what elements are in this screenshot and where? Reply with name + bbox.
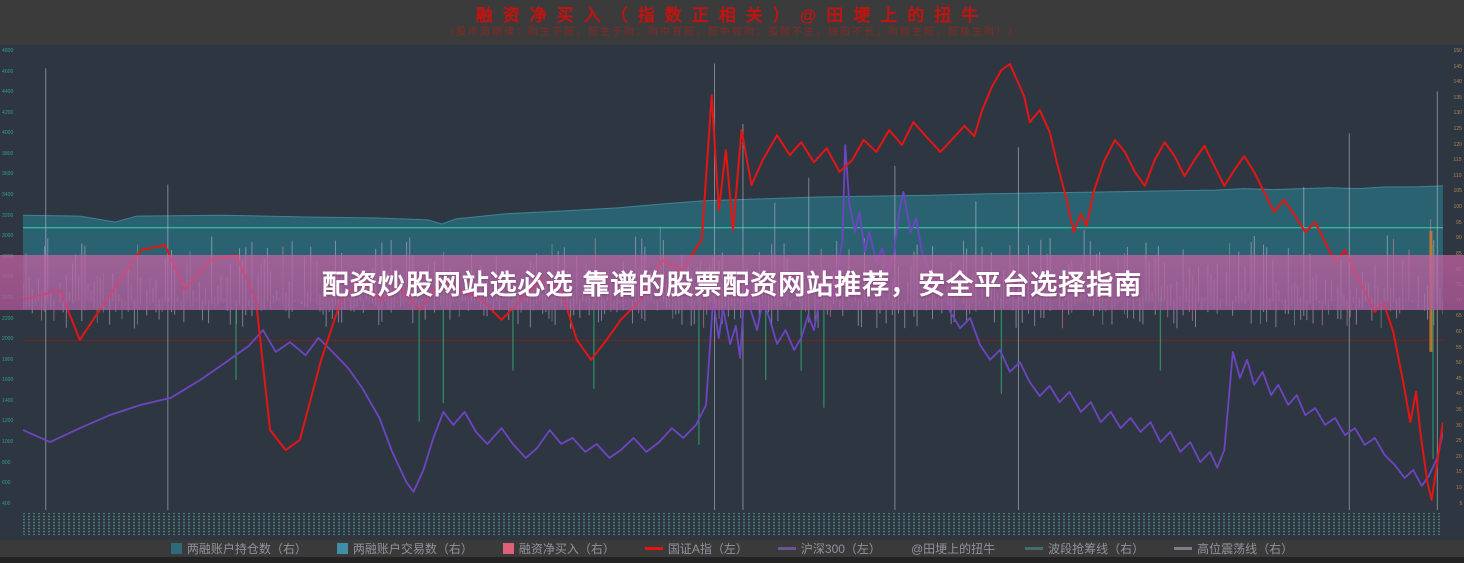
legend-swatch-icon xyxy=(502,543,514,554)
axis-tick-label: 150 xyxy=(1453,48,1462,54)
axis-tick-label: 25 xyxy=(1456,438,1462,444)
axis-tick-label: 20 xyxy=(1456,454,1462,460)
axis-tick-label: 2000 xyxy=(2,336,14,342)
axis-tick-label: 135 xyxy=(1453,95,1462,101)
legend-label: 沪深300（左） xyxy=(800,542,881,556)
axis-tick-label: 120 xyxy=(1453,142,1462,148)
axis-tick-label: 1400 xyxy=(2,398,14,404)
axis-tick-label: 400 xyxy=(2,501,11,507)
bottom-strip xyxy=(0,557,1464,563)
legend-bar: 两融账户持仓数（右） 两融账户交易数（右） 融资净买入（右） 国证A指（左） 沪深300… xyxy=(0,540,1464,557)
axis-tick-label: 4800 xyxy=(2,48,14,54)
x-axis-date-labels xyxy=(23,513,1443,535)
axis-tick-label: 100 xyxy=(1453,204,1462,210)
page-subtitle: （股市周期律：阴生于阳，阳生于阴；阴中有阳，阳中有阴；孤阴不生，独阳不长；阴极生… xyxy=(444,27,1020,38)
axis-tick-label: 5 xyxy=(1459,501,1462,507)
axis-tick-label: 105 xyxy=(1453,188,1462,195)
axis-tick-label: 3600 xyxy=(2,171,14,178)
axis-tick-label: 90 xyxy=(1456,235,1462,241)
axis-tick-label: 15 xyxy=(1456,469,1462,476)
axis-tick-label: 1000 xyxy=(2,439,14,445)
legend-swatch-icon xyxy=(336,543,348,554)
axis-tick-label: 3800 xyxy=(2,151,14,157)
axis-tick-label: 55 xyxy=(1456,345,1462,351)
legend-item[interactable]: 沪深300（左） xyxy=(777,540,881,557)
legend-label: 波段抢筹线（右） xyxy=(1048,542,1145,556)
axis-tick-label: 140 xyxy=(1453,79,1462,85)
ad-banner-text: 配资炒股网站选必选 靠谱的股票配资网站推荐，安全平台选择指南 xyxy=(321,270,1143,300)
legend-label: 融资净买入（右） xyxy=(518,542,615,556)
legend-item[interactable]: 高位震荡线（右） xyxy=(1174,540,1293,557)
legend-label: 两融账户交易数（右） xyxy=(352,542,473,556)
axis-tick-label: 3000 xyxy=(2,233,14,239)
legend-swatch-icon xyxy=(1025,547,1044,550)
chart-header: 融资净买入（指数正相关）@田埂上的扭牛 （股市周期律：阴生于阳，阳生于阴；阴中有… xyxy=(0,0,1464,45)
legend-item[interactable]: 两融账户交易数（右） xyxy=(336,540,473,557)
axis-tick-label: 130 xyxy=(1453,110,1462,116)
ad-overlay-banner[interactable]: 配资炒股网站选必选 靠谱的股票配资网站推荐，安全平台选择指南 xyxy=(0,255,1464,310)
axis-tick-label: 145 xyxy=(1453,64,1462,70)
legend-label: 两融账户持仓数（右） xyxy=(186,542,307,556)
axis-tick-label: 30 xyxy=(1456,423,1462,429)
legend-swatch-icon xyxy=(1174,547,1193,550)
legend-item[interactable]: @田埂上的扭牛 xyxy=(911,540,995,557)
legend-item[interactable]: 国证A指（左） xyxy=(644,540,748,557)
axis-tick-label: 85 xyxy=(1456,251,1462,257)
axis-tick-label: 115 xyxy=(1453,157,1462,163)
axis-tick-label: 4200 xyxy=(2,110,14,116)
axis-tick-label: 10 xyxy=(1456,485,1462,491)
axis-tick-label: 60 xyxy=(1456,329,1462,335)
legend-label: 高位震荡线（右） xyxy=(1197,542,1294,556)
axis-tick-label: 1200 xyxy=(2,418,14,424)
axis-tick-label: 3400 xyxy=(2,192,14,198)
axis-tick-label: 4600 xyxy=(2,69,14,75)
legend-swatch-icon xyxy=(777,547,796,550)
chart-area: 4800 4600 4400 4200 4000 3800 3600 3400 3200 3000… xyxy=(0,45,1464,510)
legend-item[interactable]: 两融账户持仓数（右） xyxy=(170,540,307,557)
axis-tick-label: 2200 xyxy=(2,315,14,322)
axis-tick-label: 125 xyxy=(1453,126,1462,132)
legend-swatch-icon xyxy=(170,543,182,554)
axis-tick-label: 4400 xyxy=(2,89,14,95)
page-title: 融资净买入（指数正相关）@田埂上的扭牛 xyxy=(475,6,989,25)
legend-swatch-icon xyxy=(644,547,663,550)
axis-tick-label: 110 xyxy=(1453,173,1462,179)
axis-tick-label: 95 xyxy=(1456,220,1462,226)
legend-item[interactable]: 融资净买入（右） xyxy=(502,540,615,557)
axis-tick-label: 35 xyxy=(1456,407,1462,413)
legend-label: @田埂上的扭牛 xyxy=(910,542,996,556)
axis-tick-label: 800 xyxy=(2,460,11,466)
axis-tick-label: 65 xyxy=(1456,313,1462,319)
legend-item[interactable]: 波段抢筹线（右） xyxy=(1025,540,1144,557)
axis-tick-label: 45 xyxy=(1456,376,1462,382)
axis-tick-label: 600 xyxy=(2,480,11,486)
axis-tick-label: 50 xyxy=(1456,360,1462,366)
axis-tick-label: 1800 xyxy=(2,357,14,363)
x-axis xyxy=(0,510,1464,540)
axis-tick-label: 4000 xyxy=(2,130,14,136)
axis-tick-label: 1600 xyxy=(2,377,14,383)
legend-label: 国证A指（左） xyxy=(667,542,748,556)
axis-tick-label: 3200 xyxy=(2,213,14,219)
axis-tick-label: 40 xyxy=(1456,391,1462,397)
